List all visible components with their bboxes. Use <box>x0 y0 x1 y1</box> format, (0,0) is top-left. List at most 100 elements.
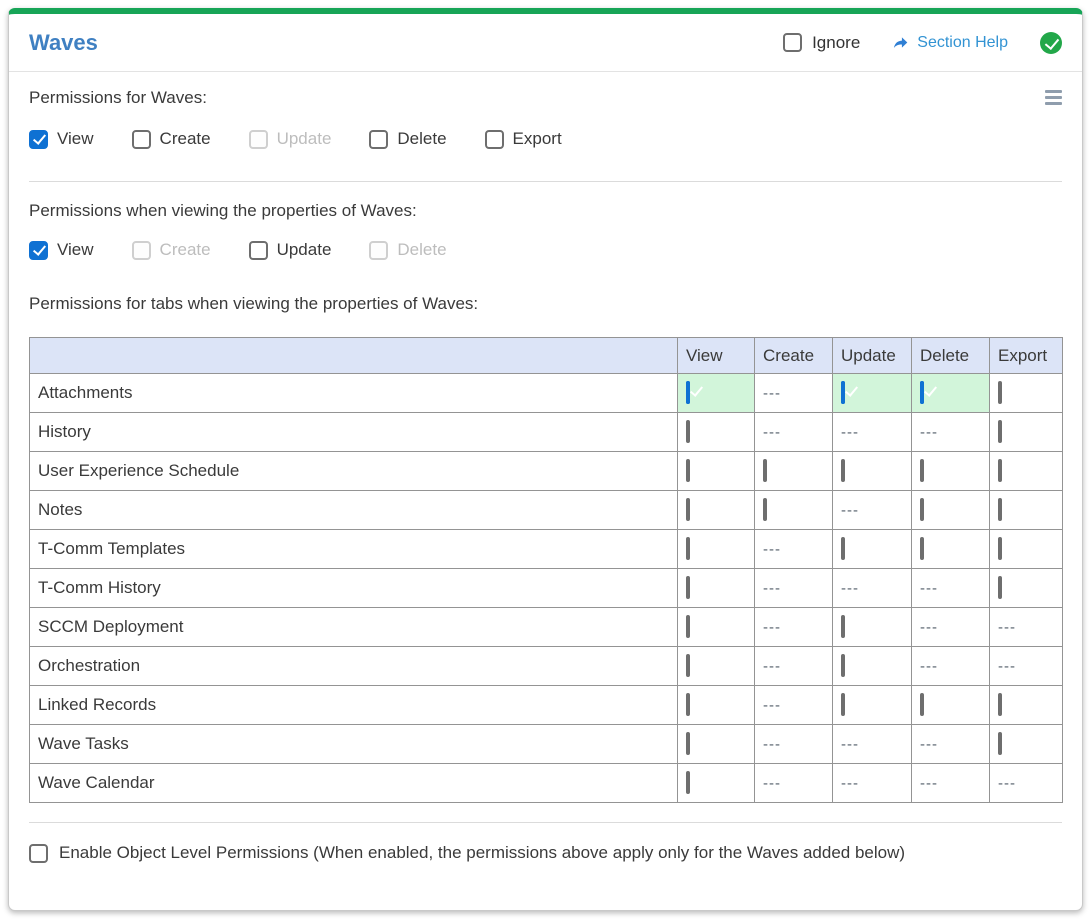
tab-permission-checkbox-create[interactable] <box>763 498 767 521</box>
permission-cell-create: --- <box>754 568 833 608</box>
tab-permission-checkbox-view[interactable] <box>686 537 690 560</box>
tab-permission-checkbox-export[interactable] <box>998 459 1002 482</box>
not-applicable-text: --- <box>763 385 781 402</box>
waves-permission-view-checkbox[interactable] <box>29 129 48 149</box>
tab-permission-checkbox-update[interactable] <box>841 459 845 482</box>
permission-cell-delete <box>911 490 990 530</box>
checkbox-label: Delete <box>397 129 447 148</box>
tab-permission-checkbox-export[interactable] <box>998 381 1002 404</box>
waves-permission-create-checkbox[interactable] <box>131 129 151 149</box>
waves-permission-update-item: Update <box>248 129 331 149</box>
permission-cell-export: --- <box>989 607 1063 647</box>
waves-permission-delete-checkbox[interactable] <box>369 129 389 149</box>
tab-permission-checkbox-view[interactable] <box>686 576 690 599</box>
properties-permission-update-item[interactable]: Update <box>248 240 331 260</box>
main-permissions-checkbox-row: View Create Update Delete Export <box>29 128 1062 150</box>
tab-permission-checkbox-view[interactable] <box>686 498 690 521</box>
table-row: T-Comm History --- --- --- <box>29 568 1063 608</box>
table-row: Attachments --- <box>29 373 1063 413</box>
waves-permission-view-item[interactable]: View <box>29 129 94 149</box>
section-help-link[interactable]: Section Help <box>892 34 1008 52</box>
main-permissions-header-row: Permissions for Waves: <box>29 86 1062 110</box>
enable-object-level-permissions-checkbox[interactable] <box>29 843 48 863</box>
permission-cell-update <box>832 529 912 569</box>
waves-permission-create-item[interactable]: Create <box>131 129 211 149</box>
waves-permission-export-checkbox[interactable] <box>484 129 504 149</box>
tab-name-cell: Wave Calendar <box>29 763 678 803</box>
permission-cell-update: --- <box>832 412 912 452</box>
hamburger-menu-icon[interactable] <box>1045 86 1062 105</box>
waves-permission-delete-item[interactable]: Delete <box>369 129 447 149</box>
permission-cell-view <box>677 607 755 647</box>
permission-cell-delete: --- <box>911 724 990 764</box>
permission-cell-view <box>677 646 755 686</box>
tab-permission-checkbox-delete[interactable] <box>920 693 924 716</box>
waves-permission-export-item[interactable]: Export <box>484 129 562 149</box>
tab-name-cell: Linked Records <box>29 685 678 725</box>
permission-cell-update <box>832 451 912 491</box>
column-header-create: Create <box>754 337 833 374</box>
tab-permission-checkbox-delete[interactable] <box>920 381 924 404</box>
properties-permission-update-checkbox[interactable] <box>248 240 268 260</box>
not-applicable-text: --- <box>841 502 859 519</box>
divider <box>29 181 1062 182</box>
tabs-permissions-table: View Create Update Delete Export Attachments… <box>29 337 1063 803</box>
check-circle-icon[interactable] <box>1040 31 1062 54</box>
tab-permission-checkbox-update[interactable] <box>841 615 845 638</box>
tab-permission-checkbox-export[interactable] <box>998 693 1002 716</box>
not-applicable-text: --- <box>920 775 938 792</box>
permission-cell-update <box>832 373 912 413</box>
tab-permission-checkbox-export[interactable] <box>998 420 1002 443</box>
properties-permission-view-item[interactable]: View <box>29 240 94 260</box>
ignore-checkbox-group[interactable]: Ignore <box>783 33 860 53</box>
tab-name-cell: Orchestration <box>29 646 678 686</box>
permission-cell-delete <box>911 529 990 569</box>
tab-permission-checkbox-export[interactable] <box>998 732 1002 755</box>
tab-permission-checkbox-view[interactable] <box>686 615 690 638</box>
not-applicable-text: --- <box>763 736 781 753</box>
tab-permission-checkbox-view[interactable] <box>686 420 690 443</box>
not-applicable-text: --- <box>763 541 781 558</box>
permission-cell-delete <box>911 373 990 413</box>
tab-permission-checkbox-view[interactable] <box>686 381 690 404</box>
tab-permission-checkbox-update[interactable] <box>841 654 845 677</box>
section-content: Permissions for Waves: View Create Update D… <box>9 86 1082 863</box>
tab-name-cell: T-Comm Templates <box>29 529 678 569</box>
permission-cell-create: --- <box>754 685 833 725</box>
not-applicable-text: --- <box>920 658 938 675</box>
ignore-checkbox[interactable] <box>783 33 803 52</box>
tab-permission-checkbox-update[interactable] <box>841 381 845 404</box>
not-applicable-text: --- <box>841 424 859 441</box>
tab-permission-checkbox-view[interactable] <box>686 459 690 482</box>
tab-permission-checkbox-export[interactable] <box>998 576 1002 599</box>
tab-permission-checkbox-export[interactable] <box>998 498 1002 521</box>
tab-permission-checkbox-delete[interactable] <box>920 498 924 521</box>
checkbox-label: Delete <box>397 240 447 259</box>
properties-permissions-checkbox-row: View Create Update Delete <box>29 239 1062 261</box>
tab-permission-checkbox-delete[interactable] <box>920 459 924 482</box>
permission-cell-export <box>989 685 1063 725</box>
tab-permission-checkbox-delete[interactable] <box>920 537 924 560</box>
tab-permission-checkbox-update[interactable] <box>841 693 845 716</box>
tab-permission-checkbox-view[interactable] <box>686 732 690 755</box>
not-applicable-text: --- <box>920 424 938 441</box>
permission-cell-update: --- <box>832 568 912 608</box>
forward-arrow-icon <box>894 37 908 48</box>
permission-cell-delete <box>911 685 990 725</box>
checkbox-label: Create <box>159 240 211 259</box>
enable-object-level-permissions-group[interactable]: Enable Object Level Permissions (When en… <box>29 843 1062 863</box>
tab-permission-checkbox-view[interactable] <box>686 654 690 677</box>
tab-permission-checkbox-view[interactable] <box>686 693 690 716</box>
enable-object-level-permissions-label: Enable Object Level Permissions (When en… <box>59 843 906 862</box>
table-row: Linked Records --- <box>29 685 1063 725</box>
header-actions: Ignore Section Help <box>783 31 1062 54</box>
divider <box>29 822 1062 823</box>
tab-permission-checkbox-create[interactable] <box>763 459 767 482</box>
tab-permission-checkbox-export[interactable] <box>998 537 1002 560</box>
tab-permission-checkbox-update[interactable] <box>841 537 845 560</box>
properties-permission-view-checkbox[interactable] <box>29 240 48 260</box>
properties-permission-create-checkbox <box>131 240 151 260</box>
permission-cell-export <box>989 529 1063 569</box>
tab-permission-checkbox-view[interactable] <box>686 771 690 794</box>
permission-cell-create <box>754 451 833 491</box>
